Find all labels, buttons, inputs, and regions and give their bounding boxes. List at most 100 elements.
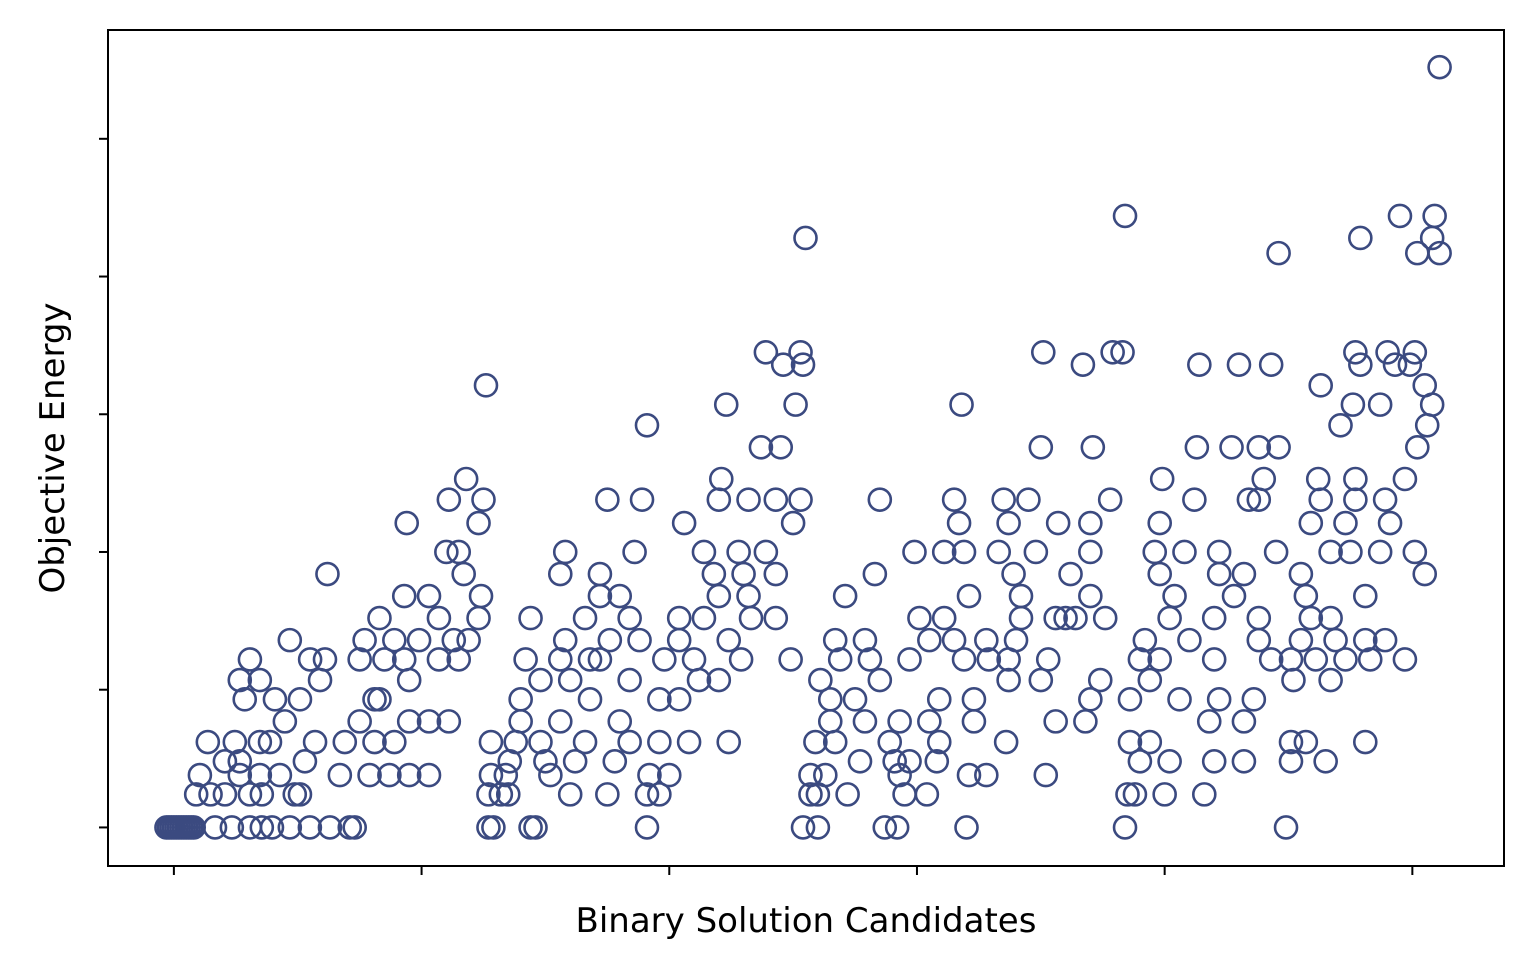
point [974,762,999,788]
point [219,815,245,840]
point [1219,435,1244,460]
point [1147,561,1173,587]
point [1030,339,1056,365]
point [212,782,238,807]
point [453,466,479,492]
point [691,605,717,631]
point [282,782,308,807]
point [523,815,548,840]
point [1343,487,1368,512]
point [931,539,957,565]
point [691,539,717,565]
point [315,561,340,587]
point [790,815,816,840]
point [763,561,789,587]
point [1045,510,1071,536]
point [1028,667,1054,693]
point [547,647,573,672]
point [1078,539,1103,565]
point [681,647,707,672]
point [1187,352,1212,377]
point [436,487,462,512]
point [451,561,476,587]
point [1201,647,1227,672]
point [508,709,533,734]
point [842,687,868,712]
point [382,627,407,653]
point [406,627,432,653]
point [1372,487,1398,512]
point [1112,203,1138,229]
point [1196,709,1222,734]
point [262,687,288,712]
point [1241,687,1267,712]
point [1405,435,1430,460]
point [1033,762,1059,788]
point [991,487,1016,512]
point [557,667,583,693]
point [466,510,491,536]
point [1367,539,1393,565]
point [1303,647,1329,672]
point [1206,539,1232,565]
point [1226,352,1252,377]
point [1288,561,1314,587]
point [342,815,368,840]
point [503,729,529,755]
point [1414,412,1440,438]
point [396,709,422,734]
point [1206,687,1232,712]
point [986,539,1012,565]
point [763,487,789,512]
point [1278,749,1304,774]
point [647,729,672,755]
point [1058,561,1083,587]
point [666,605,692,631]
point [1080,435,1106,460]
x-axis-label: Binary Solution Candidates [576,901,1037,941]
point [382,729,407,755]
point [212,749,238,774]
point [1288,627,1314,653]
point [1157,605,1182,631]
point [1070,352,1096,377]
point [495,782,521,807]
point [748,435,774,460]
point [327,762,353,788]
point [1149,466,1175,492]
point [738,605,764,631]
point [852,627,878,653]
point [488,782,514,807]
point [882,749,907,774]
point [1273,815,1299,840]
point [1293,729,1319,755]
point [287,687,313,712]
point [1343,339,1368,365]
point [1028,435,1054,460]
point [396,667,422,693]
point [547,709,573,734]
point [577,687,603,712]
point [237,782,263,807]
point [949,392,974,417]
point [1340,392,1366,417]
point [867,667,893,693]
point [1281,667,1306,693]
point [287,782,313,807]
point [798,762,823,788]
point [367,605,392,631]
point [595,487,620,512]
point [237,647,263,672]
point [941,487,967,512]
point [770,352,796,377]
point [476,782,501,807]
point [1246,605,1272,631]
point [547,561,573,587]
point [763,605,789,631]
point [1402,539,1428,565]
point [195,729,221,755]
point [1357,647,1383,672]
point [1318,667,1343,693]
point [867,487,893,512]
point [666,627,692,653]
